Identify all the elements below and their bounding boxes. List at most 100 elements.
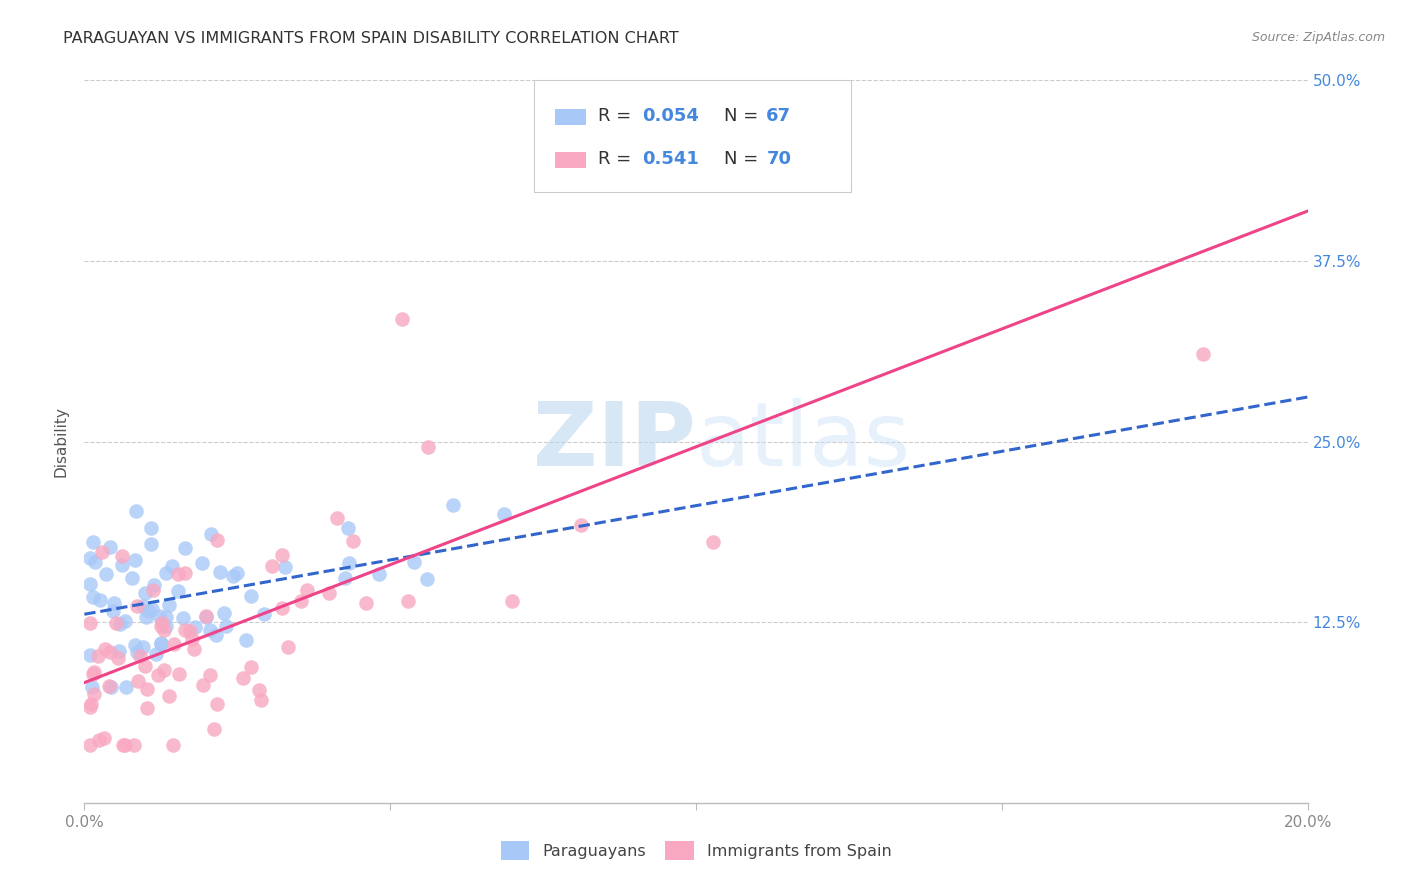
Point: [93, 641, 115, 656]
Point: [82, 667, 104, 681]
Point: [295, 583, 318, 598]
Point: [127, 673, 149, 688]
Point: [139, 521, 162, 535]
Point: [200, 527, 222, 541]
Point: [83, 687, 105, 701]
Point: [157, 689, 180, 703]
Point: [260, 558, 283, 573]
Point: [342, 534, 364, 549]
Point: [569, 518, 592, 533]
Point: [162, 738, 184, 752]
Text: N =: N =: [724, 106, 763, 125]
Point: [124, 504, 146, 518]
Point: [124, 639, 146, 653]
Point: [87, 733, 110, 747]
Point: [441, 498, 464, 512]
Text: ZIP: ZIP: [533, 398, 696, 485]
Point: [247, 683, 270, 698]
Point: [172, 611, 194, 625]
Text: atlas: atlas: [696, 398, 911, 485]
Point: [135, 609, 157, 624]
Point: [396, 594, 419, 608]
Text: N =: N =: [724, 150, 763, 168]
Text: 67: 67: [766, 106, 792, 125]
Point: [318, 586, 340, 600]
Point: [82, 590, 104, 604]
Point: [149, 637, 172, 651]
Point: [1192, 347, 1215, 361]
Point: [101, 604, 124, 618]
Point: [153, 663, 176, 677]
Point: [326, 511, 349, 525]
Point: [155, 566, 177, 580]
Point: [173, 623, 195, 637]
Point: [195, 609, 218, 624]
Point: [104, 616, 127, 631]
Point: [222, 569, 245, 583]
Point: [195, 609, 218, 624]
Point: [134, 658, 156, 673]
Point: [79, 577, 101, 591]
Point: [240, 660, 263, 674]
Point: [142, 582, 165, 597]
Point: [98, 540, 121, 554]
Point: [115, 680, 138, 694]
Point: [160, 559, 183, 574]
Point: [593, 155, 616, 169]
Point: [79, 648, 101, 662]
Point: [80, 698, 103, 712]
Point: [79, 616, 101, 631]
Point: [162, 637, 184, 651]
Point: [148, 667, 170, 681]
Point: [277, 640, 299, 654]
Point: [110, 549, 132, 564]
Text: PARAGUAYAN VS IMMIGRANTS FROM SPAIN DISABILITY CORRELATION CHART: PARAGUAYAN VS IMMIGRANTS FROM SPAIN DISA…: [63, 31, 679, 46]
Point: [107, 651, 129, 665]
Point: [83, 665, 105, 679]
Point: [249, 692, 271, 706]
Point: [184, 620, 207, 634]
Point: [136, 604, 159, 618]
Point: [127, 645, 149, 659]
Point: [209, 565, 232, 579]
Point: [235, 633, 257, 648]
Text: 0.541: 0.541: [643, 150, 699, 168]
Point: [132, 599, 155, 613]
Point: [148, 608, 170, 623]
Text: 0.054: 0.054: [643, 106, 699, 125]
Point: [205, 698, 228, 712]
Point: [139, 537, 162, 551]
Point: [333, 571, 356, 585]
Point: [91, 545, 114, 559]
Point: [100, 680, 122, 694]
Point: [252, 607, 274, 621]
Point: [337, 556, 360, 570]
Point: [121, 571, 143, 585]
Legend: Paraguayans, Immigrants from Spain: Paraguayans, Immigrants from Spain: [501, 841, 891, 860]
Point: [501, 594, 523, 608]
Text: Source: ZipAtlas.com: Source: ZipAtlas.com: [1251, 31, 1385, 45]
Point: [132, 640, 155, 654]
Point: [159, 598, 181, 612]
Point: [97, 679, 120, 693]
Point: [494, 507, 516, 521]
Point: [93, 731, 115, 746]
Point: [82, 535, 104, 549]
Point: [404, 555, 426, 569]
Point: [84, 556, 107, 570]
Point: [174, 566, 197, 581]
Point: [122, 738, 145, 752]
Point: [191, 677, 214, 691]
Point: [80, 680, 103, 694]
Text: R =: R =: [598, 106, 637, 125]
Point: [180, 632, 202, 646]
Point: [114, 738, 136, 752]
Point: [337, 521, 360, 535]
Point: [141, 602, 163, 616]
Point: [200, 667, 222, 681]
Point: [391, 311, 413, 326]
Point: [183, 641, 205, 656]
Point: [166, 566, 188, 581]
Point: [96, 567, 118, 582]
Point: [167, 666, 190, 681]
